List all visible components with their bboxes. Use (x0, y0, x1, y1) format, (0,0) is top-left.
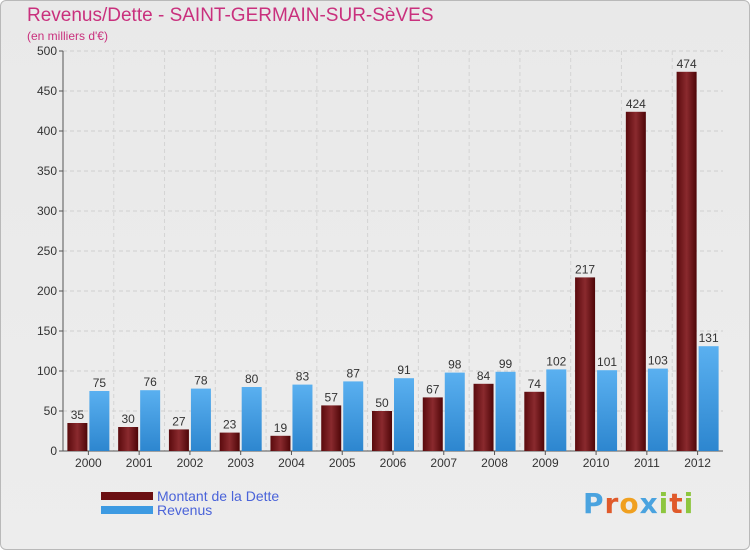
bar-revenus (444, 372, 465, 451)
data-label: 83 (296, 370, 310, 384)
data-label: 27 (172, 414, 186, 428)
bar-dette (625, 111, 646, 452)
logo-letter: t (669, 487, 684, 520)
bar-revenus (546, 369, 567, 451)
data-label: 424 (626, 97, 646, 111)
bars (67, 71, 719, 452)
bar-revenus (190, 388, 211, 451)
y-tick-label: 50 (44, 404, 58, 418)
logo-letter: i (658, 487, 670, 520)
data-label: 87 (347, 366, 361, 380)
logo-letter: i (683, 487, 695, 520)
bar-revenus (647, 368, 668, 451)
x-tick-label: 2004 (278, 456, 305, 470)
bar-revenus (140, 390, 161, 451)
x-tick-label: 2005 (329, 456, 356, 470)
bar-dette (372, 411, 392, 451)
x-tick-label: 2002 (177, 456, 204, 470)
legend-swatch-debt (101, 492, 153, 500)
data-label: 50 (375, 396, 389, 410)
y-tick-label: 100 (37, 364, 57, 378)
x-tick-label: 2008 (481, 456, 508, 470)
data-label: 75 (93, 376, 107, 390)
chart-subtitle: (en milliers d'€) (27, 29, 108, 43)
data-label: 99 (499, 357, 513, 371)
data-label: 80 (245, 372, 259, 386)
data-label: 102 (546, 354, 566, 368)
x-tick-label: 2012 (684, 456, 711, 470)
grid-lines (63, 50, 723, 451)
logo-letter: r (604, 487, 620, 520)
data-label: 76 (143, 375, 157, 389)
y-tick-label: 350 (37, 164, 57, 178)
x-tick-label: 2003 (227, 456, 254, 470)
bar-dette (118, 427, 139, 451)
x-tick-label: 2009 (532, 456, 559, 470)
bar-revenus (495, 371, 516, 451)
bar-revenus (343, 381, 364, 451)
bar-dette (270, 435, 291, 451)
bar-dette (219, 432, 240, 451)
y-tick-label: 0 (50, 444, 57, 458)
y-tick-label: 500 (37, 44, 57, 58)
legend-label-revenus: Revenus (157, 502, 213, 518)
y-tick-label: 400 (37, 124, 57, 138)
data-label: 30 (121, 412, 135, 426)
data-label: 103 (648, 354, 668, 368)
data-label: 217 (575, 262, 595, 276)
data-label: 67 (426, 382, 440, 396)
bar-dette (422, 397, 443, 451)
data-label: 23 (223, 418, 237, 432)
x-tick-label: 2001 (126, 456, 153, 470)
bar-revenus (698, 346, 719, 451)
data-label: 35 (71, 408, 85, 422)
bar-revenus (597, 370, 618, 451)
data-label: 474 (677, 57, 697, 71)
bar-dette (168, 429, 189, 451)
bar-dette (575, 277, 596, 451)
data-label: 74 (528, 377, 542, 391)
y-tick-label: 300 (37, 204, 57, 218)
page-title: Revenus/Dette - SAINT-GERMAIN-SUR-SèVES (27, 5, 434, 26)
x-tick-label: 2000 (75, 456, 102, 470)
data-label: 78 (194, 374, 208, 388)
data-label: 19 (274, 421, 288, 435)
legend-swatch-revenus (101, 506, 153, 514)
proxiti-logo: Proxiti (583, 487, 694, 520)
x-tick-label: 2011 (634, 456, 660, 470)
logo-letter: x (639, 487, 659, 520)
data-label: 131 (699, 331, 719, 345)
data-label: 84 (477, 369, 491, 383)
data-labels: 35 75 30 76 27 78 23 80 19 83 57 87 50 91 67 98 84 99 74 10… (71, 57, 719, 435)
x-tick-label: 2010 (583, 456, 610, 470)
bar-revenus (89, 391, 110, 451)
data-label: 98 (448, 358, 462, 372)
bar-revenus (394, 378, 414, 451)
x-tick-label: 2006 (380, 456, 407, 470)
bar-dette (473, 383, 494, 451)
logo-letter: o (619, 487, 640, 520)
data-label: 91 (397, 363, 411, 377)
logo-letter: P (583, 487, 605, 520)
y-tick-label: 250 (37, 244, 57, 258)
y-tick-label: 450 (37, 84, 57, 98)
bar-revenus (292, 384, 313, 451)
bar-dette (67, 423, 88, 451)
bar-dette (321, 405, 342, 451)
data-label: 57 (325, 390, 339, 404)
legend-label-debt: Montant de la Dette (157, 488, 280, 504)
bar-dette (676, 71, 697, 452)
y-tick-label: 150 (37, 324, 57, 338)
data-label: 101 (597, 355, 617, 369)
bar-revenus (241, 387, 262, 451)
x-tick-label: 2007 (430, 456, 457, 470)
bar-dette (524, 391, 545, 451)
y-tick-label: 200 (37, 284, 57, 298)
